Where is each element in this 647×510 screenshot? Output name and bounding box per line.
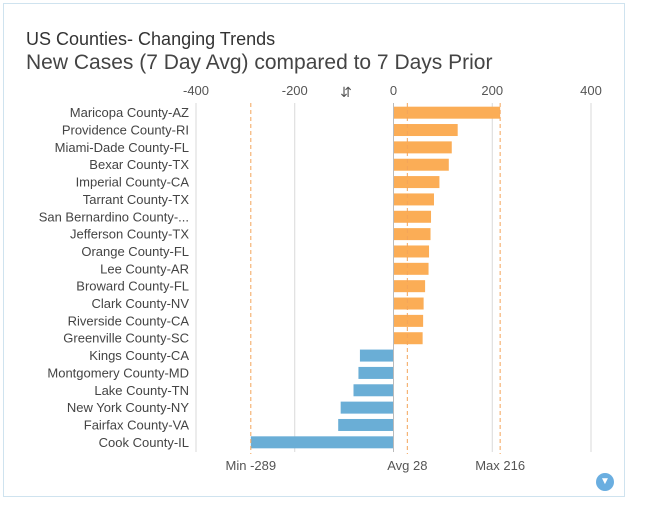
category-label: Imperial County-CA — [76, 175, 190, 190]
category-label: Miami-Dade County-FL — [55, 140, 189, 155]
category-label: Montgomery County-MD — [47, 365, 189, 380]
bar — [393, 124, 458, 137]
bar — [353, 384, 394, 397]
chart-title: US Counties- Changing Trends — [26, 29, 276, 49]
category-label: Maricopa County-AZ — [70, 105, 189, 120]
x-tick-label: 200 — [481, 83, 503, 98]
bar — [393, 193, 434, 206]
category-label: Kings County-CA — [89, 348, 189, 363]
bar — [393, 228, 431, 241]
category-label: San Bernardino County-... — [39, 209, 189, 224]
bar — [393, 280, 426, 293]
bar — [393, 158, 449, 171]
category-label: Riverside County-CA — [68, 313, 190, 328]
bar — [338, 418, 394, 431]
category-label: Bexar County-TX — [89, 157, 189, 172]
bar — [393, 262, 429, 275]
category-label: Clark County-NV — [91, 296, 189, 311]
category-label: Orange County-FL — [81, 244, 189, 259]
bar — [393, 106, 501, 119]
bar — [359, 349, 394, 362]
bar — [250, 436, 394, 449]
category-label: Fairfax County-VA — [84, 417, 190, 432]
category-label: Lee County-AR — [100, 261, 189, 276]
sort-icon[interactable]: ⇵ — [340, 85, 352, 101]
bar — [393, 314, 424, 327]
chart-subtitle: New Cases (7 Day Avg) compared to 7 Days… — [26, 51, 493, 74]
category-label: New York County-NY — [67, 400, 189, 415]
category-label: Broward County-FL — [76, 279, 189, 294]
category-label: Lake County-TN — [94, 383, 189, 398]
bar — [393, 245, 430, 258]
category-label: Greenville County-SC — [63, 331, 189, 346]
category-label: Cook County-IL — [99, 435, 189, 450]
bar — [393, 210, 432, 223]
x-tick-label: -200 — [282, 83, 308, 98]
reference-line-label: Avg 28 — [387, 458, 427, 473]
category-label: Jefferson County-TX — [70, 227, 189, 242]
bar — [393, 332, 423, 345]
bar — [358, 366, 394, 379]
bar — [393, 297, 424, 310]
x-tick-label: 0 — [390, 83, 397, 98]
reference-line-label: Min -289 — [226, 458, 277, 473]
chart-card: US Counties- Changing Trends New Cases (… — [3, 3, 625, 497]
bar — [340, 401, 394, 414]
reference-line-label: Max 216 — [475, 458, 525, 473]
x-tick-label: 400 — [580, 83, 602, 98]
category-label: Tarrant County-TX — [83, 192, 190, 207]
filter-icon[interactable]: ▼ — [596, 473, 614, 491]
x-tick-label: -400 — [183, 83, 209, 98]
bar — [393, 176, 440, 189]
category-label: Providence County-RI — [62, 123, 189, 138]
bar — [393, 141, 452, 154]
